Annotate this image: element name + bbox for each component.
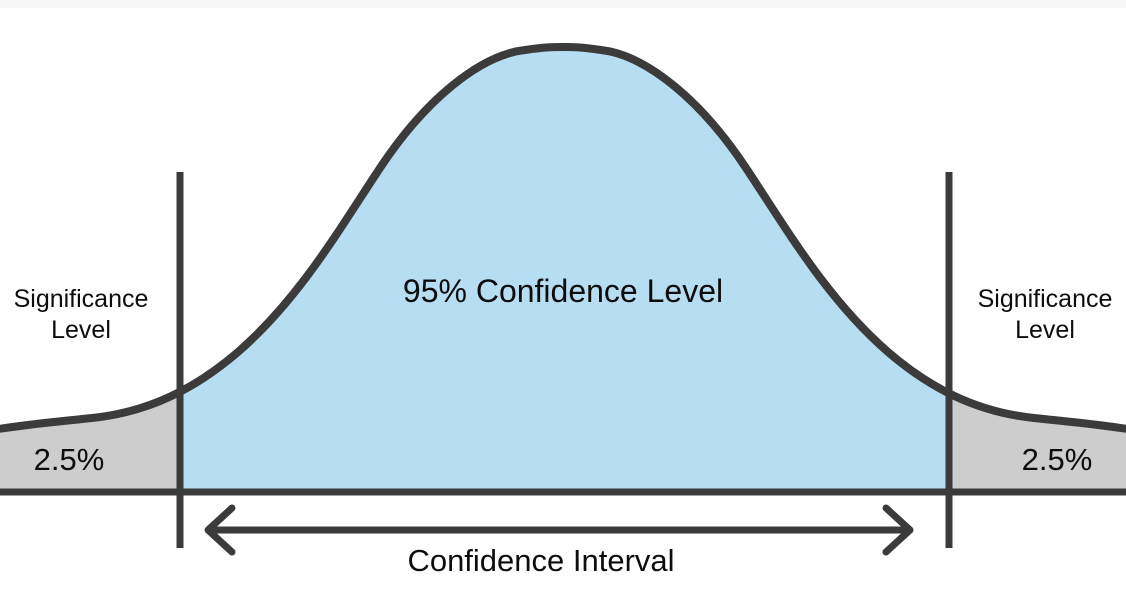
top-strip xyxy=(0,0,1126,8)
confidence-interval-arrow xyxy=(204,504,914,556)
confidence-area xyxy=(180,47,949,492)
bell-curve xyxy=(0,43,1126,433)
confidence-level-label: 95% Confidence Level xyxy=(403,273,723,309)
right-tail-percentage-label: 2.5% xyxy=(1022,442,1093,477)
arrow-head-left-icon xyxy=(204,504,236,556)
left-tail-area xyxy=(0,391,180,492)
left-significance-label-line2: Level xyxy=(51,316,111,344)
left-tail-percentage-label: 2.5% xyxy=(34,442,105,477)
right-significance-label-line1: Significance xyxy=(978,285,1113,313)
arrow-head-right-icon xyxy=(882,504,914,556)
left-significance-label-line1: Significance xyxy=(14,285,149,313)
right-significance-label-line2: Level xyxy=(1015,316,1075,344)
confidence-interval-caption: Confidence Interval xyxy=(407,543,674,578)
distribution-areas xyxy=(0,47,1126,492)
right-tail-area xyxy=(949,393,1126,492)
